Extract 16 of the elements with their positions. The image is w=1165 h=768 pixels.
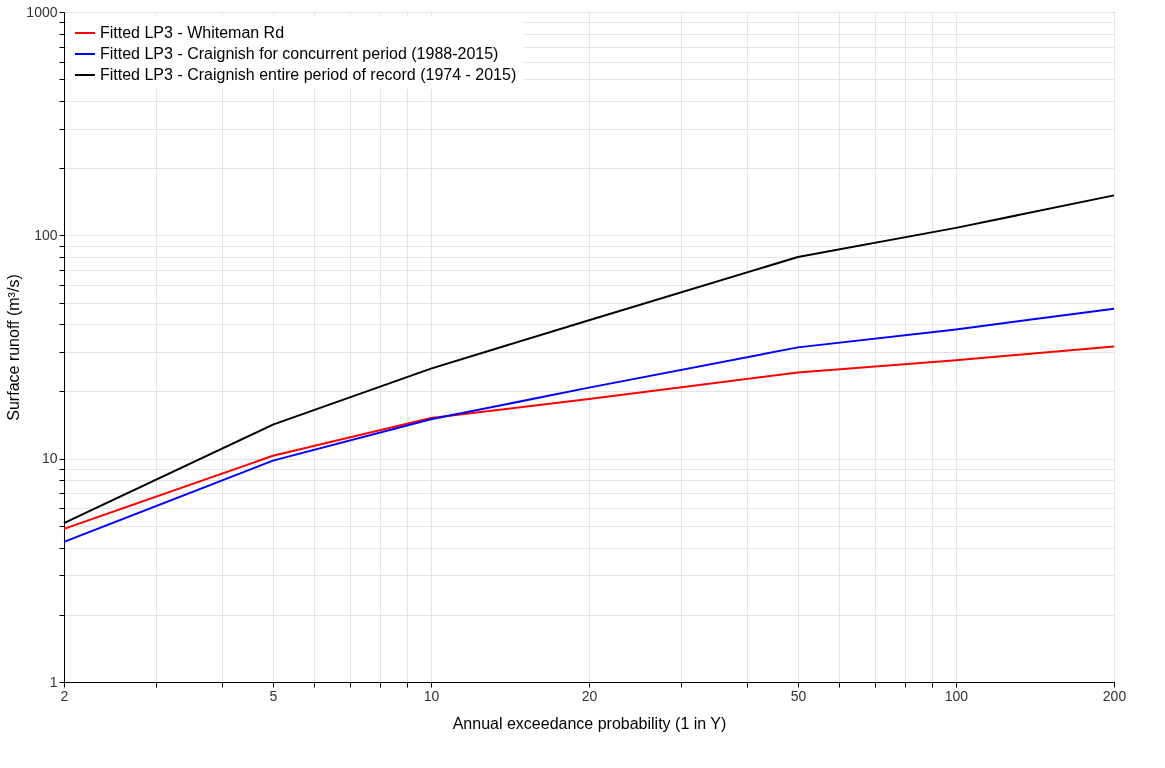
x-tick-label: 2	[60, 687, 69, 704]
y-axis-title: Surface runoff (m³/s)	[5, 274, 23, 421]
x-axis-title: Annual exceedance probability (1 in Y)	[452, 714, 727, 732]
x-tick-label: 50	[790, 687, 807, 704]
x-tick-label: 5	[269, 687, 278, 704]
y-tick-label: 10	[41, 450, 58, 467]
y-tick-label: 1000	[26, 3, 58, 20]
y-tick-label: 100	[34, 226, 58, 243]
legend-label: Fitted LP3 - Whiteman Rd	[100, 24, 285, 41]
x-tick-label: 10	[423, 687, 440, 704]
legend-label: Fitted LP3 - Craignish for concurrent period (1988-2015)	[100, 45, 499, 62]
legend-label: Fitted LP3 - Craignish entire period of record (1974 - 2015)	[100, 66, 517, 83]
x-tick-label: 100	[944, 687, 969, 704]
x-tick-label: 200	[1102, 687, 1127, 704]
x-tick-label: 20	[581, 687, 598, 704]
y-tick-label: 1	[49, 673, 58, 690]
